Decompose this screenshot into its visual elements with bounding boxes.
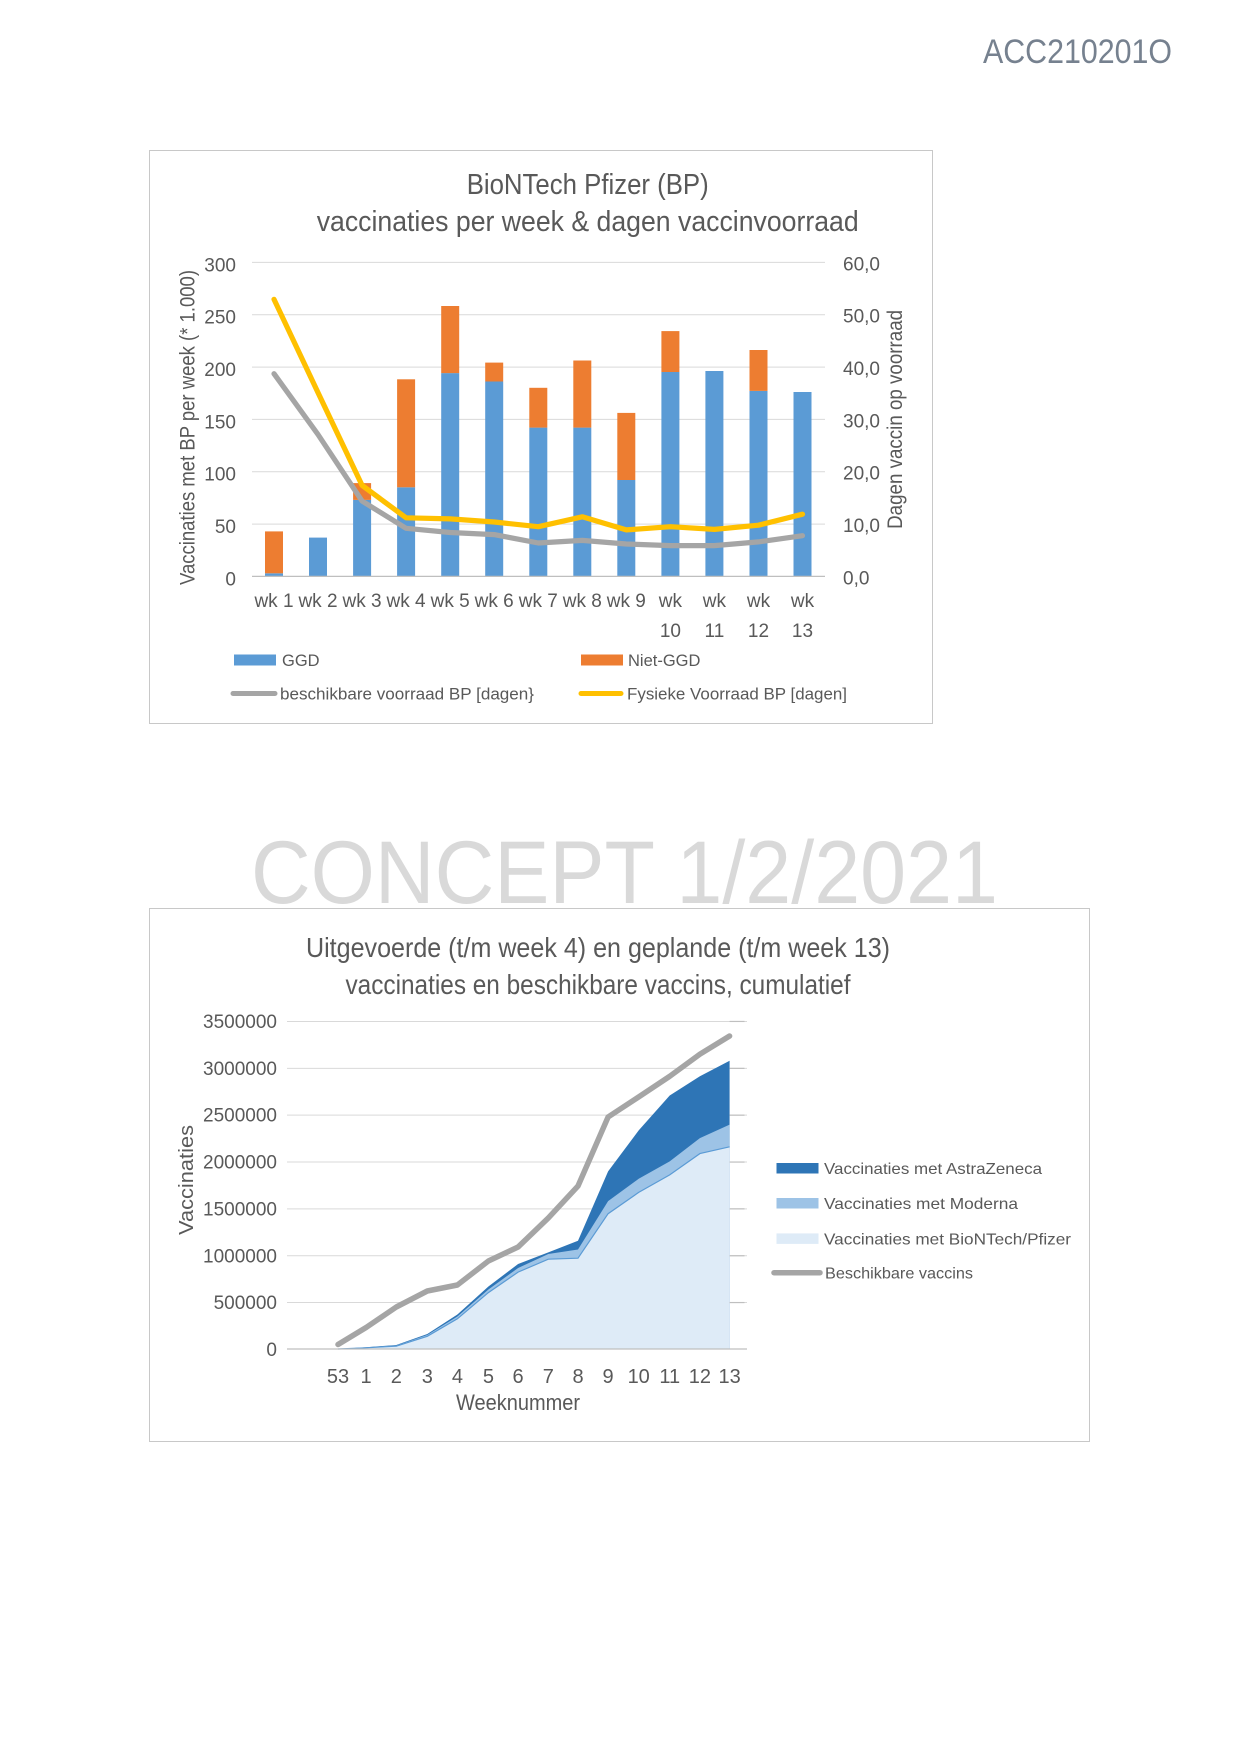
svg-text:9: 9 — [603, 1366, 614, 1388]
svg-text:3: 3 — [422, 1366, 433, 1388]
svg-text:0: 0 — [225, 569, 236, 590]
svg-text:wk 1: wk 1 — [253, 591, 293, 612]
svg-text:1500000: 1500000 — [203, 1199, 277, 1220]
svg-text:500000: 500000 — [214, 1293, 277, 1314]
svg-text:30,0: 30,0 — [843, 411, 880, 432]
svg-text:beschikbare voorraad BP [dagen: beschikbare voorraad BP [dagen} — [280, 686, 534, 704]
svg-text:wk 4: wk 4 — [386, 591, 427, 612]
svg-text:wk 7: wk 7 — [518, 591, 558, 612]
svg-text:10,0: 10,0 — [843, 516, 880, 537]
svg-text:wk: wk — [658, 591, 683, 612]
svg-text:4: 4 — [452, 1366, 463, 1388]
svg-text:10: 10 — [628, 1366, 650, 1388]
svg-text:Niet-GGD: Niet-GGD — [628, 652, 701, 670]
svg-text:11: 11 — [705, 621, 725, 642]
svg-text:BioNTech Pfizer (BP): BioNTech Pfizer (BP) — [467, 169, 709, 201]
svg-text:8: 8 — [572, 1366, 583, 1388]
svg-text:Dagen vaccin op voorraad: Dagen vaccin op voorraad — [884, 310, 907, 529]
svg-text:3500000: 3500000 — [203, 1012, 277, 1033]
svg-text:GGD: GGD — [282, 652, 320, 670]
svg-text:20,0: 20,0 — [843, 464, 880, 485]
svg-text:60,0: 60,0 — [843, 254, 880, 275]
svg-text:250: 250 — [204, 308, 236, 329]
svg-text:300: 300 — [204, 255, 236, 276]
svg-text:12: 12 — [689, 1366, 711, 1388]
svg-text:wk: wk — [702, 591, 727, 612]
svg-text:0,0: 0,0 — [843, 568, 869, 589]
svg-text:10: 10 — [660, 621, 681, 642]
svg-text:wk 3: wk 3 — [342, 591, 382, 612]
svg-text:2000000: 2000000 — [203, 1153, 277, 1174]
svg-text:50,0: 50,0 — [843, 307, 880, 328]
svg-text:Beschikbare vaccins: Beschikbare vaccins — [825, 1266, 973, 1283]
svg-text:12: 12 — [748, 621, 769, 642]
svg-text:11: 11 — [659, 1366, 680, 1388]
svg-text:2500000: 2500000 — [203, 1106, 277, 1127]
svg-text:Vaccinaties met BP per week (*: Vaccinaties met BP per week (* 1.000) — [176, 270, 199, 585]
svg-text:Vaccinaties met BioNTech/Pfize: Vaccinaties met BioNTech/Pfizer — [824, 1232, 1072, 1249]
svg-text:wk: wk — [746, 591, 771, 612]
svg-text:200: 200 — [204, 360, 236, 381]
svg-text:3000000: 3000000 — [203, 1059, 277, 1080]
svg-text:1: 1 — [361, 1366, 372, 1388]
svg-text:1000000: 1000000 — [203, 1246, 277, 1267]
svg-text:Fysieke Voorraad BP [dagen]: Fysieke Voorraad BP [dagen] — [627, 686, 847, 704]
svg-text:wk 5: wk 5 — [430, 591, 470, 612]
svg-text:13: 13 — [718, 1366, 740, 1388]
svg-text:Uitgevoerde (t/m week 4) en ge: Uitgevoerde (t/m week 4) en geplande (t/… — [306, 932, 890, 963]
svg-text:Vaccinaties: Vaccinaties — [176, 1125, 198, 1235]
svg-text:Weeknummer: Weeknummer — [456, 1390, 580, 1415]
svg-text:CONCEPT 1/2/2021: CONCEPT 1/2/2021 — [251, 822, 998, 920]
svg-text:vaccinaties per week & dagen v: vaccinaties per week & dagen vaccinvoorr… — [317, 206, 859, 238]
svg-text:53: 53 — [327, 1366, 349, 1388]
svg-text:wk 8: wk 8 — [562, 591, 602, 612]
svg-text:wk 9: wk 9 — [606, 591, 646, 612]
svg-text:100: 100 — [204, 465, 236, 486]
svg-text:2: 2 — [391, 1366, 402, 1388]
svg-text:Vaccinaties met AstraZeneca: Vaccinaties met AstraZeneca — [824, 1161, 1042, 1178]
svg-text:13: 13 — [792, 621, 813, 642]
svg-text:150: 150 — [204, 412, 236, 433]
svg-text:wk 6: wk 6 — [474, 591, 514, 612]
svg-text:50: 50 — [215, 517, 236, 538]
svg-text:Vaccinaties met Moderna: Vaccinaties met Moderna — [824, 1196, 1018, 1213]
svg-text:7: 7 — [543, 1366, 554, 1388]
svg-text:vaccinaties en beschikbare vac: vaccinaties en beschikbare vaccins, cumu… — [346, 969, 851, 1000]
svg-text:6: 6 — [513, 1366, 524, 1388]
svg-text:ACC210201O: ACC210201O — [983, 33, 1172, 71]
svg-text:wk: wk — [790, 591, 815, 612]
svg-text:0: 0 — [266, 1340, 277, 1361]
svg-text:wk 2: wk 2 — [297, 591, 337, 612]
svg-text:5: 5 — [483, 1366, 494, 1388]
svg-text:40,0: 40,0 — [843, 359, 880, 380]
